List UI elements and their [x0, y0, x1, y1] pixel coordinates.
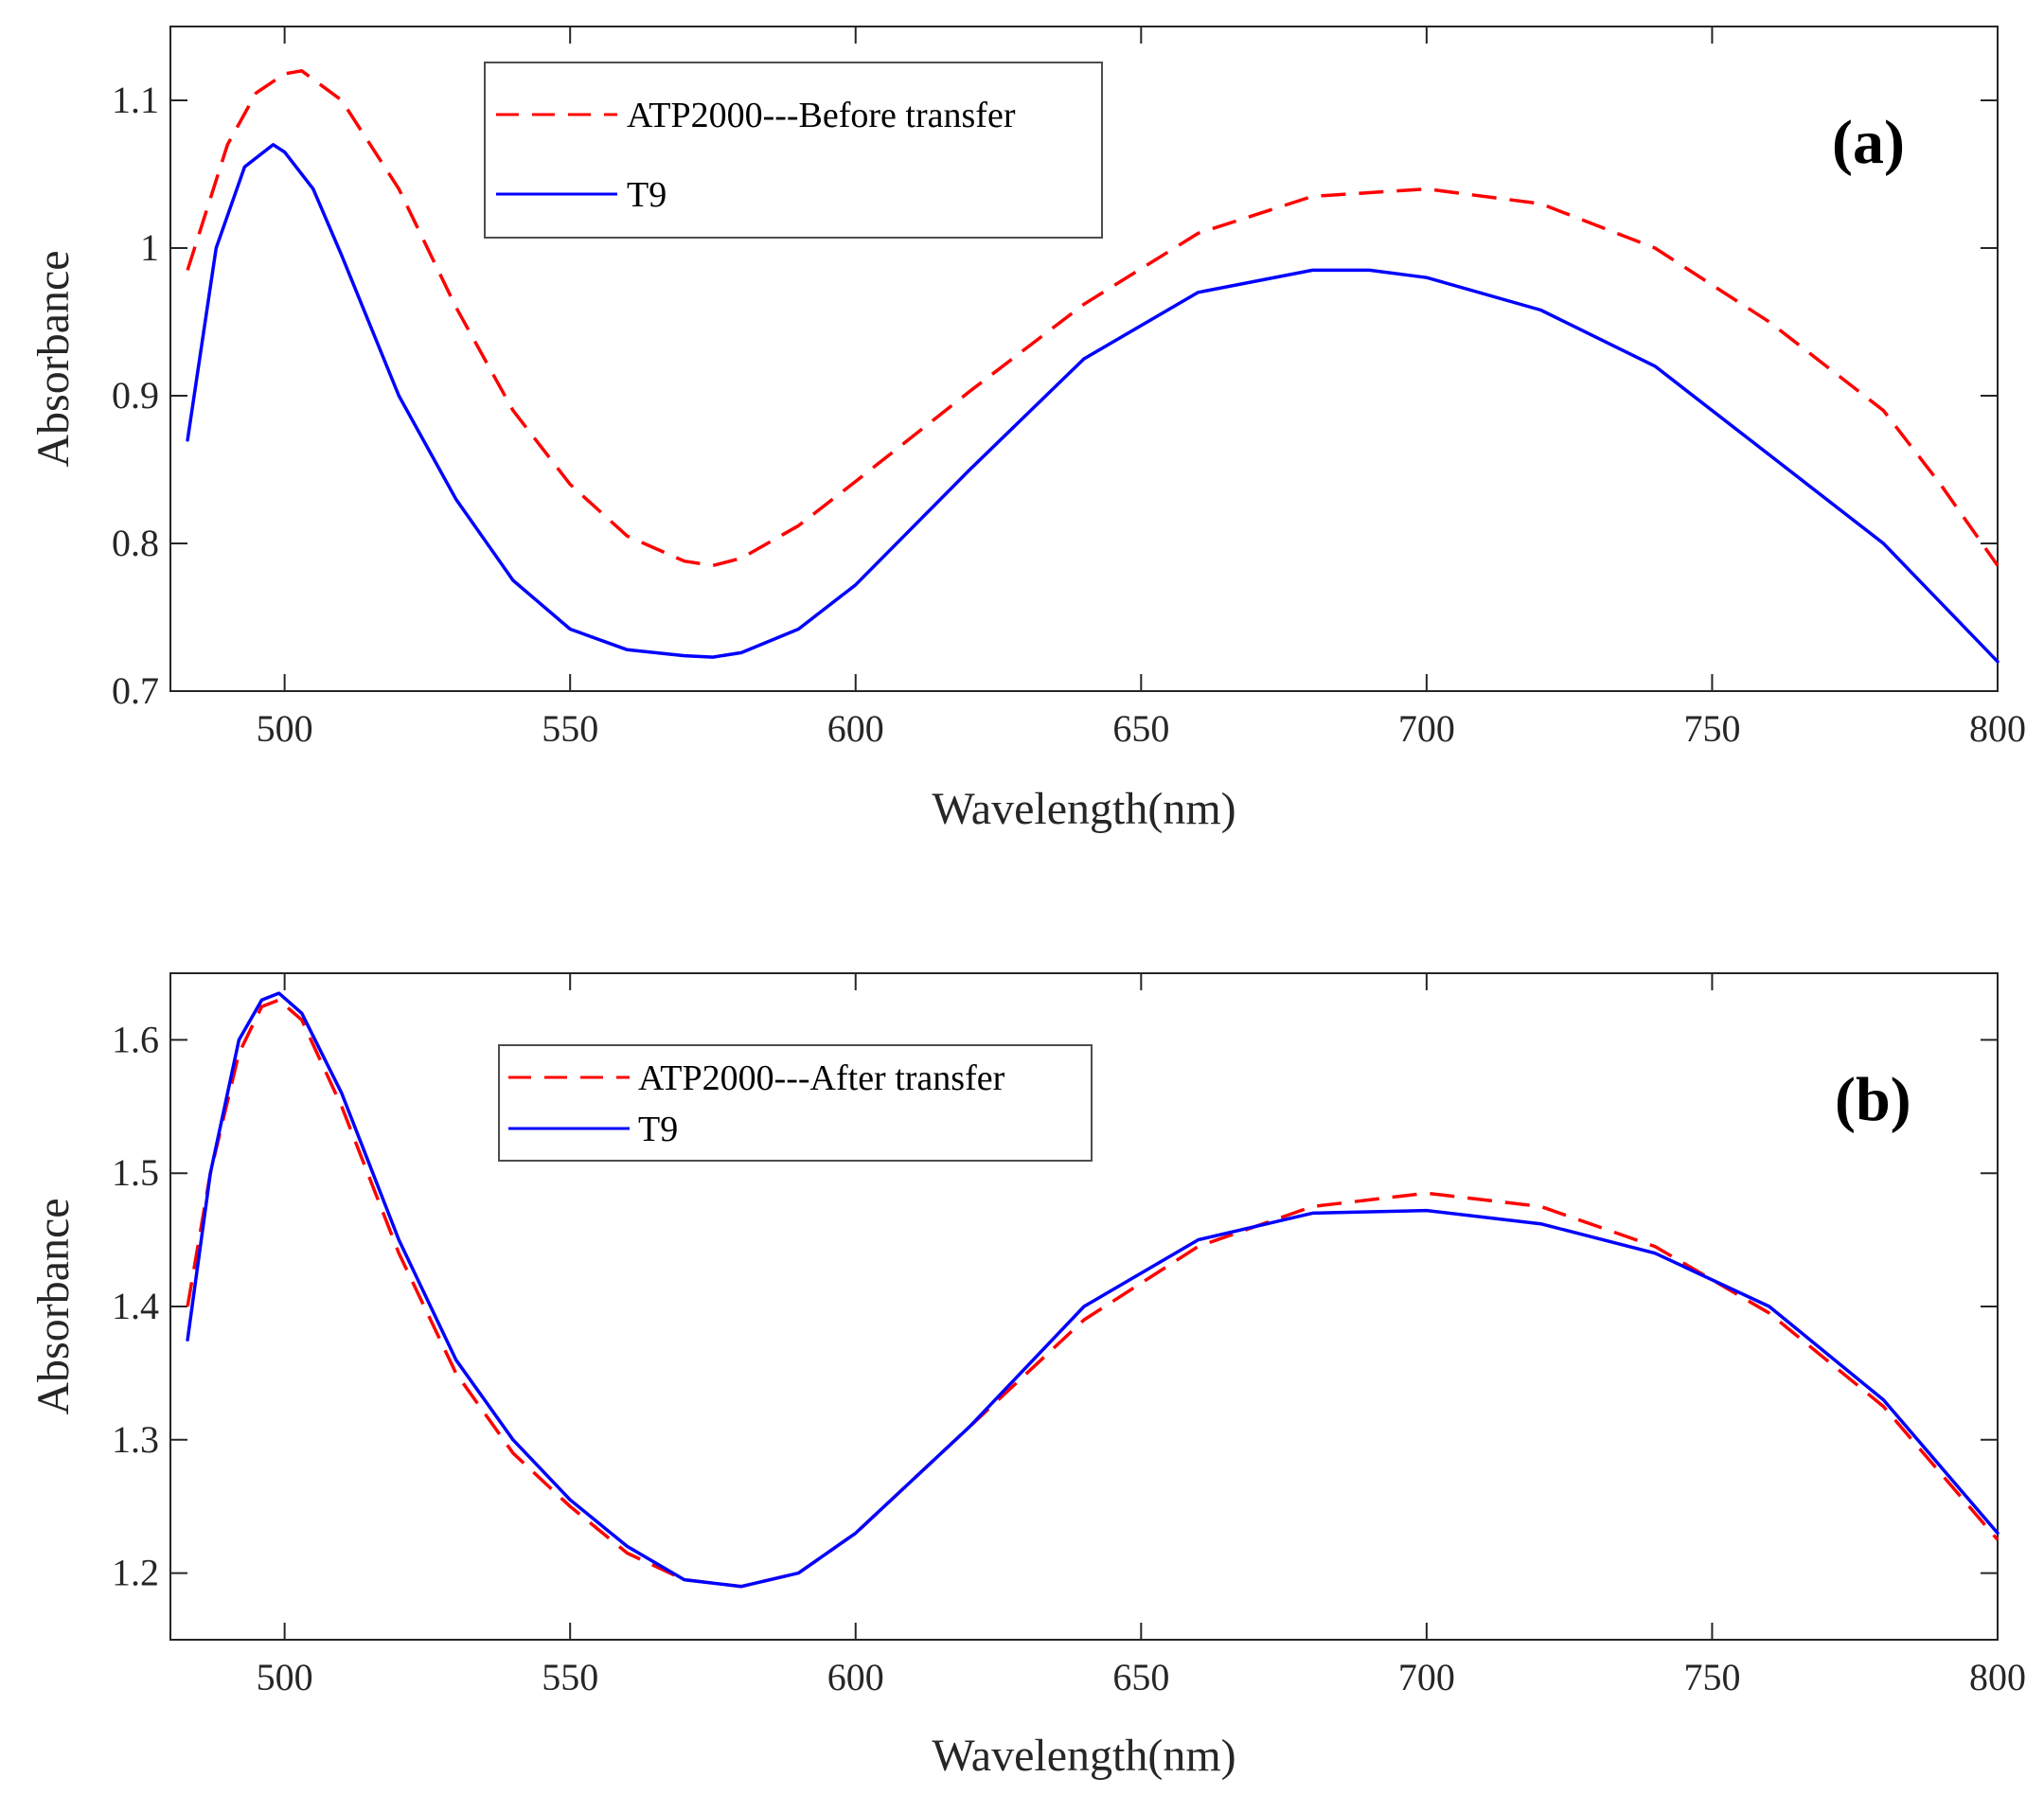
y-tick-label: 1.5: [112, 1151, 159, 1194]
legend-box-a: [484, 62, 1103, 239]
x-tick-label: 500: [257, 707, 313, 750]
y-tick-label: 1.1: [112, 79, 159, 121]
y-axis-title-a: Absorbance: [28, 250, 79, 467]
panel-a: 500 550 600 650 700 750 800 0.7 0.8 0.9 1 1.1 Wavel…: [28, 26, 2026, 834]
series-line-atp2000: [186, 998, 2000, 1589]
y-tick-label: 1.6: [112, 1018, 159, 1060]
x-tick-label: 750: [1683, 707, 1740, 750]
x-axis-title-b: Wavelength(nm): [932, 1731, 1235, 1781]
x-tick-label: 500: [257, 1656, 313, 1698]
x-tick-label: 800: [1969, 1656, 2026, 1698]
panel-tag-a: (a): [1832, 108, 1905, 177]
x-tick-label: 550: [542, 1656, 598, 1698]
y-tick-label: 0.9: [112, 374, 159, 417]
legend-a: ATP2000---Before transfer T9: [484, 62, 1103, 239]
legend-label-after: ATP2000---After transfer: [638, 1058, 1005, 1098]
x-tick-label: 600: [827, 707, 884, 750]
x-tick-label: 650: [1112, 1656, 1169, 1698]
legend-label-t9-a: T9: [627, 175, 667, 215]
series-group-b: [186, 991, 2000, 1589]
axis-ticks-b: 500 550 600 650 700 750 800 1.2 1.3 1.4 1.5 1.6: [112, 973, 2026, 1698]
x-tick-label: 650: [1112, 707, 1169, 750]
series-line-t9: [186, 143, 2000, 664]
y-tick-label: 0.8: [112, 522, 159, 564]
y-tick-label: 1.3: [112, 1418, 159, 1461]
y-tick-label: 0.7: [112, 669, 159, 712]
legend-label-t9-b: T9: [638, 1110, 678, 1149]
x-tick-label: 600: [827, 1656, 884, 1698]
y-tick-label: 1: [140, 226, 159, 269]
axis-ticks-a: 500 550 600 650 700 750 800 0.7 0.8 0.9 1 1.1: [112, 27, 2026, 750]
x-tick-label: 800: [1969, 707, 2026, 750]
y-axis-title-b: Absorbance: [28, 1198, 79, 1414]
x-tick-label: 700: [1398, 707, 1455, 750]
y-tick-label: 1.2: [112, 1552, 159, 1594]
legend-label-before: ATP2000---Before transfer: [627, 96, 1016, 135]
series-line-t9: [186, 991, 2000, 1589]
x-axis-title-a: Wavelength(nm): [932, 784, 1235, 834]
x-tick-label: 750: [1683, 1656, 1740, 1698]
x-tick-label: 550: [542, 707, 598, 750]
legend-box-b: [498, 1044, 1093, 1162]
legend-b: ATP2000---After transfer T9: [498, 1044, 1093, 1162]
panel-tag-b: (b): [1835, 1065, 1911, 1134]
panel-b: 500 550 600 650 700 750 800 1.2 1.3 1.4 1.5 1.6 Wav…: [28, 972, 2026, 1781]
y-tick-label: 1.4: [112, 1285, 159, 1327]
series-group-a: [186, 69, 2000, 664]
x-tick-label: 700: [1398, 1656, 1455, 1698]
